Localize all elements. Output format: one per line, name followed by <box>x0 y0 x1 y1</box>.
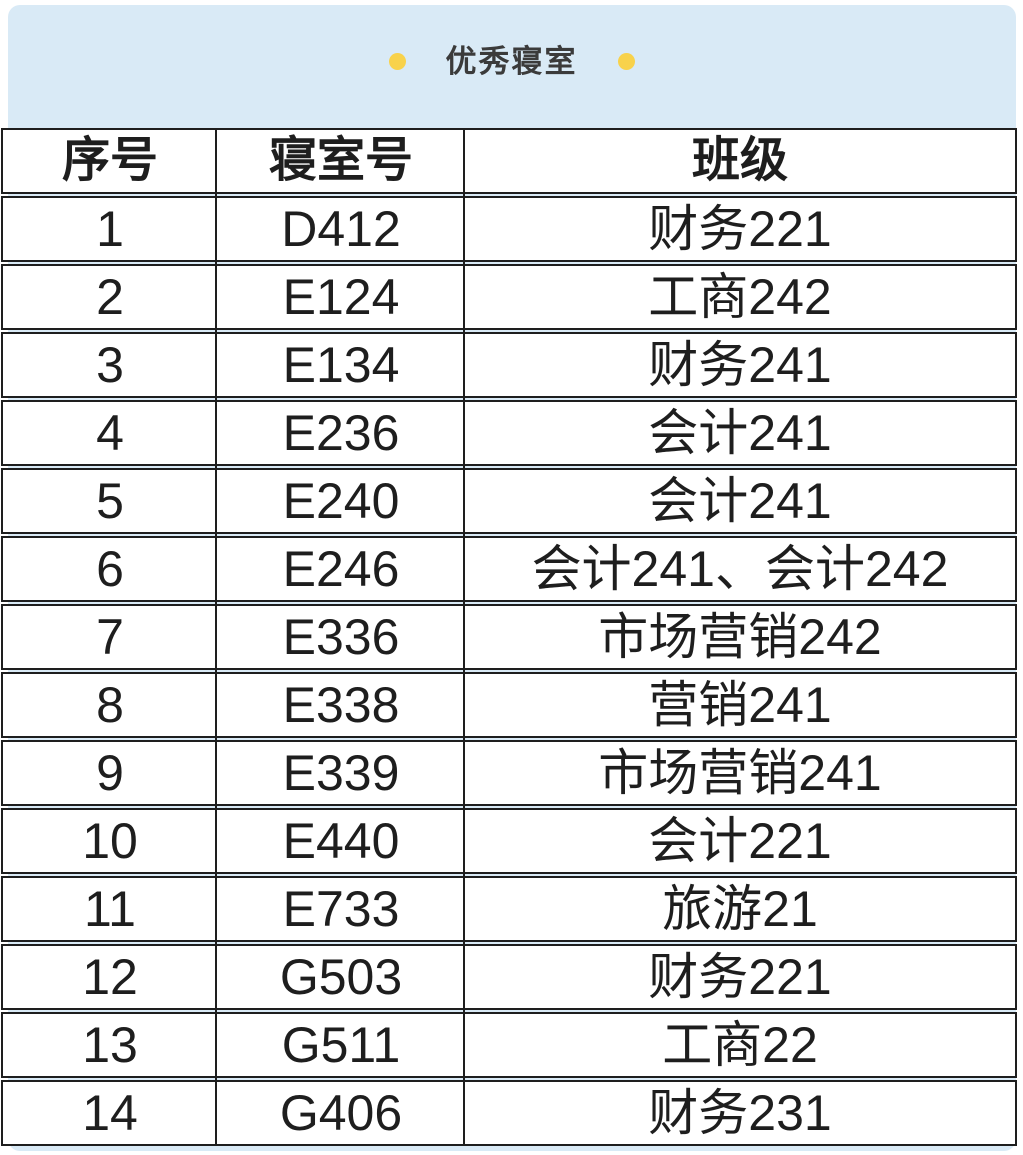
cell-class: 会计241 <box>648 405 832 461</box>
cell-index: 9 <box>96 745 124 801</box>
table-row: 12 G503 财务221 <box>1 944 1017 1010</box>
cell-class: 财务231 <box>648 1085 832 1141</box>
cell-index: 14 <box>82 1085 138 1141</box>
cell-class: 会计241、会计242 <box>531 541 949 597</box>
table-header-row: 序号 寝室号 班级 <box>1 128 1017 194</box>
cell-dorm-number: E236 <box>282 405 400 461</box>
table-row: 7 E336 市场营销242 <box>1 604 1017 670</box>
cell-dorm-number: E124 <box>282 269 400 325</box>
cell-index: 12 <box>82 949 138 1005</box>
cell-index: 1 <box>96 201 124 257</box>
table-row: 2 E124 工商242 <box>1 264 1017 330</box>
table-body: 1 D412 财务221 2 E124 工商242 3 E134 财务241 4 E236 会计241… <box>1 196 1017 1146</box>
table-row: 4 E236 会计241 <box>1 400 1017 466</box>
cell-dorm-number: G406 <box>279 1085 403 1141</box>
cell-dorm-number: E246 <box>282 541 400 597</box>
cell-class: 营销241 <box>648 677 832 733</box>
table-row: 9 E339 市场营销241 <box>1 740 1017 806</box>
cell-index: 13 <box>82 1017 138 1073</box>
table-row: 5 E240 会计241 <box>1 468 1017 534</box>
cell-class: 旅游21 <box>662 881 818 937</box>
table-row: 14 G406 财务231 <box>1 1080 1017 1146</box>
table-row: 1 D412 财务221 <box>1 196 1017 262</box>
cell-dorm-number: E240 <box>282 473 400 529</box>
cell-index: 6 <box>96 541 124 597</box>
bullet-dot-icon <box>617 53 635 70</box>
column-header-class: 班级 <box>691 134 788 187</box>
column-header-index: 序号 <box>61 134 158 187</box>
cell-class: 工商242 <box>648 269 832 325</box>
cell-index: 10 <box>82 813 138 869</box>
cell-index: 4 <box>96 405 124 461</box>
cell-index: 11 <box>84 881 136 937</box>
cell-index: 8 <box>96 677 124 733</box>
column-header-dorm-number: 寝室号 <box>268 134 413 187</box>
table-row: 10 E440 会计221 <box>1 808 1017 874</box>
cell-class: 财务221 <box>648 949 832 1005</box>
cell-dorm-number: E338 <box>282 677 400 733</box>
cell-dorm-number: E733 <box>282 881 400 937</box>
banner-title-row: 优秀寝室 <box>0 0 1023 123</box>
cell-class: 工商22 <box>662 1017 818 1073</box>
table-row: 3 E134 财务241 <box>1 332 1017 398</box>
cell-class: 财务241 <box>648 337 832 393</box>
cell-dorm-number: E339 <box>282 745 400 801</box>
cell-class: 财务221 <box>648 201 832 257</box>
page-title: 优秀寝室 <box>445 44 578 79</box>
table-row: 13 G511 工商22 <box>1 1012 1017 1078</box>
cell-index: 3 <box>96 337 124 393</box>
cell-dorm-number: D412 <box>281 201 401 257</box>
table-column-divider <box>215 128 217 1146</box>
cell-index: 7 <box>96 609 124 665</box>
table-row: 8 E338 营销241 <box>1 672 1017 738</box>
table-row: 11 E733 旅游21 <box>1 876 1017 942</box>
cell-class: 市场营销241 <box>598 745 882 801</box>
cell-index: 5 <box>96 473 124 529</box>
cell-class: 会计241 <box>648 473 832 529</box>
table-column-divider <box>463 128 465 1146</box>
cell-index: 2 <box>96 269 124 325</box>
bullet-dot-icon <box>388 53 406 70</box>
cell-dorm-number: E134 <box>282 337 400 393</box>
table-row: 6 E246 会计241、会计242 <box>1 536 1017 602</box>
cell-dorm-number: G503 <box>279 949 403 1005</box>
cell-dorm-number: E440 <box>282 813 400 869</box>
cell-dorm-number: E336 <box>282 609 400 665</box>
cell-class: 市场营销242 <box>598 609 882 665</box>
cell-dorm-number: G511 <box>281 1017 401 1073</box>
cell-class: 会计221 <box>648 813 832 869</box>
dormitory-table: 序号 寝室号 班级 1 D412 财务221 2 E124 工商242 3 E134 财务241… <box>1 128 1017 1146</box>
